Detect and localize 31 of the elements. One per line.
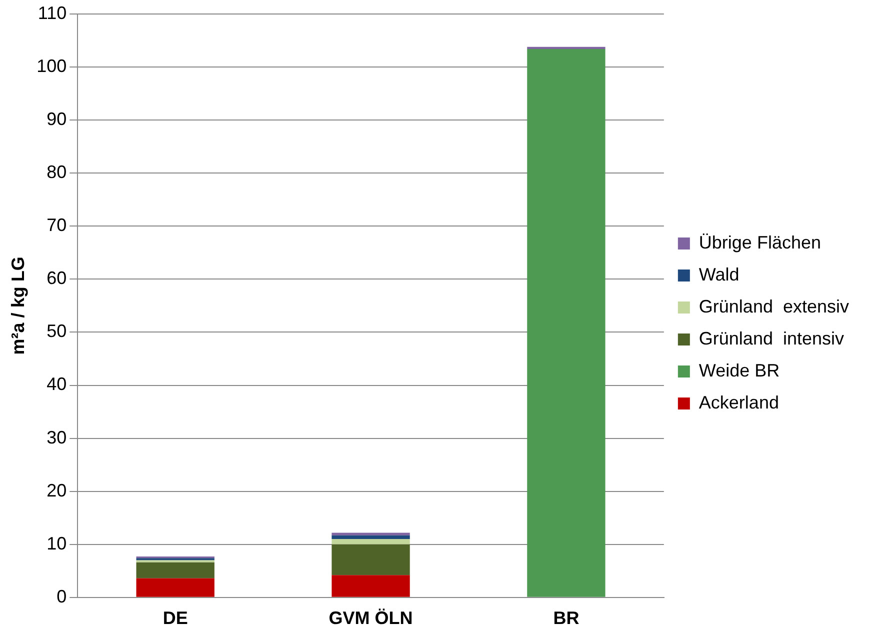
bar [332, 535, 410, 540]
bar [136, 578, 214, 597]
y-tick-label: 50 [46, 321, 67, 342]
legend-label: Grünland extensiv [698, 296, 850, 316]
bar [332, 575, 410, 597]
x-tick-label: BR [553, 608, 580, 628]
y-tick-label: 10 [46, 533, 67, 554]
y-tick-label: 90 [46, 109, 67, 130]
legend-label: Weide BR [698, 360, 780, 380]
y-axis-title: m²a / kg LG [8, 256, 28, 355]
legend-label: Übrige Flächen [698, 232, 821, 252]
y-tick-label: 30 [46, 427, 67, 448]
legend-label: Grünland intensiv [698, 328, 844, 348]
bar [527, 49, 606, 597]
bar [332, 532, 410, 536]
bar [332, 544, 410, 576]
y-tick-label: 20 [46, 480, 67, 500]
legend-label: Wald [698, 264, 740, 284]
bar [527, 46, 606, 50]
x-tick-label: DE [162, 608, 188, 628]
bar [332, 539, 410, 544]
legend-label: Ackerland [698, 392, 779, 412]
y-tick-label: 0 [56, 586, 67, 606]
y-tick-label: 60 [46, 268, 67, 288]
y-tick-label: 80 [46, 162, 67, 182]
y-tick-label: 70 [46, 215, 67, 236]
y-tick-label: 40 [46, 374, 67, 394]
x-tick-label: GVM ÖLN [328, 608, 413, 628]
bar [136, 562, 214, 578]
y-tick-label: 100 [36, 56, 67, 76]
y-tick-label: 110 [38, 2, 67, 23]
